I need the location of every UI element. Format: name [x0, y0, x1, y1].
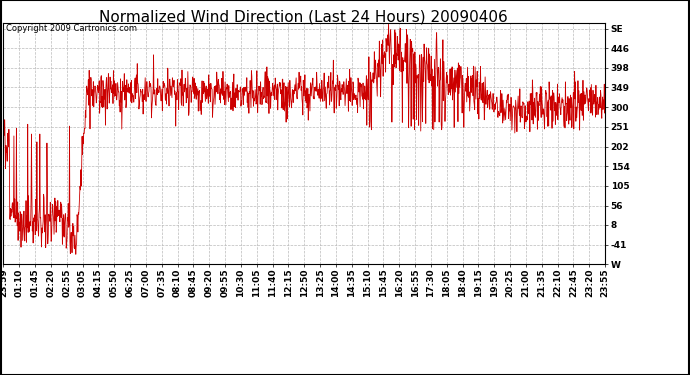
Text: Normalized Wind Direction (Last 24 Hours) 20090406: Normalized Wind Direction (Last 24 Hours… [99, 9, 508, 24]
Text: Copyright 2009 Cartronics.com: Copyright 2009 Cartronics.com [6, 24, 137, 33]
